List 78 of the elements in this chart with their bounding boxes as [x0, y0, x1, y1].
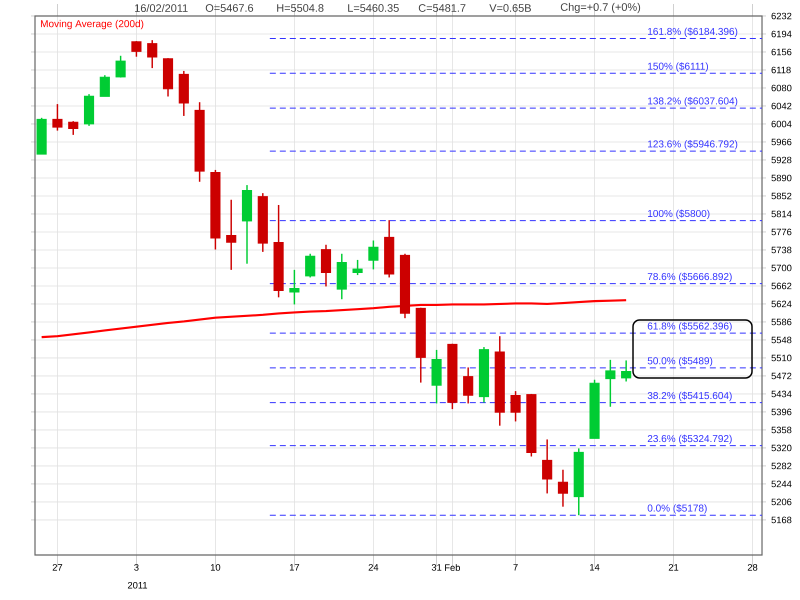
y-tick-label: 6232	[772, 12, 792, 20]
x-tick-label: 14	[590, 564, 600, 570]
ref-line-label: 123.6% ($5946.792)	[648, 140, 738, 150]
y-tick-label: 5662	[771, 282, 792, 290]
text: 2011	[128, 582, 148, 589]
candlestick	[116, 55, 126, 78]
ref-line-label: 61.8% ($5562.396)	[648, 322, 732, 332]
y-tick-label: 5890	[771, 174, 792, 182]
ref-line-label: 100% ($5800)	[648, 210, 710, 220]
y-tick-label: 5244	[771, 480, 792, 488]
text: C=5481.7	[418, 4, 466, 12]
y-tick-label: 6156	[772, 48, 792, 56]
x-tick-label: 10	[210, 564, 220, 571]
text: Chg=+0.7 (+0%)	[560, 2, 640, 14]
x-tick-label: 27	[52, 564, 62, 571]
ref-line-label: 78.6% ($5666.892)	[648, 272, 732, 282]
y-tick-label: 5510	[771, 354, 792, 362]
y-tick-label: 5624	[771, 300, 792, 308]
ref-line-label: 23.6% ($5324.792)	[648, 434, 732, 444]
ref-line-label: 150% ($6111)	[648, 62, 708, 72]
text: L=5460.35	[348, 4, 399, 12]
x-tick-label: 7	[513, 564, 518, 570]
candlestick	[558, 469, 568, 508]
x-tick-label: 3	[134, 564, 139, 571]
candlestick	[542, 438, 552, 494]
candlestick	[605, 359, 616, 408]
x-tick-label: 24	[368, 564, 378, 571]
candlestick	[352, 259, 363, 276]
x-tick-label: 28	[748, 564, 758, 571]
y-tick-label: 5358	[771, 426, 792, 434]
x-tick-label: Feb	[445, 564, 460, 571]
y-tick-label: 5396	[771, 408, 792, 416]
candlestick	[368, 240, 378, 270]
candlestick	[147, 39, 158, 69]
y-tick-label: 5282	[771, 462, 792, 470]
y-tick-label: 5434	[771, 390, 792, 398]
y-tick-label: 5700	[771, 264, 792, 272]
y-tick-label: 5206	[771, 498, 792, 506]
candlestick	[621, 360, 632, 382]
ref-line-label: 38.2% ($5415.604)	[648, 392, 732, 402]
y-tick-label: 5814	[771, 210, 792, 218]
y-tick-label: 5928	[771, 156, 792, 164]
y-tick-label: 5548	[771, 336, 792, 344]
ref-line-label: 50.0% ($5489)	[648, 356, 712, 366]
text: O=5467.6	[206, 4, 254, 12]
y-tick-label: 6194	[772, 30, 792, 38]
candlestick	[68, 120, 78, 136]
x-tick-label: 17	[290, 564, 300, 570]
text: H=5504.8	[277, 4, 324, 12]
y-tick-label: 5586	[771, 318, 792, 326]
y-tick-label: 6118	[772, 66, 791, 74]
candlestick	[305, 253, 316, 278]
candlestick	[463, 366, 474, 404]
y-tick-label: 5738	[771, 246, 792, 254]
ref-line-label: 138.2% ($6037.604)	[648, 96, 738, 106]
x-tick-label: 31	[432, 564, 442, 571]
x-tick-label: 21	[668, 564, 678, 571]
y-tick-label: 6042	[772, 102, 792, 110]
candlestick	[100, 74, 110, 98]
y-tick-label: 6004	[772, 120, 792, 128]
text: Moving Average (200d)	[40, 20, 144, 30]
y-tick-label: 5320	[771, 444, 792, 452]
text: V=0.65B	[489, 4, 531, 12]
candlestick	[226, 199, 236, 271]
candlestick	[52, 103, 63, 132]
candlestick	[289, 269, 300, 306]
y-tick-label: 5472	[771, 372, 792, 380]
text: 16/02/2011	[135, 4, 188, 12]
y-tick-label: 5966	[771, 138, 792, 146]
y-tick-label: 5852	[771, 192, 792, 200]
candlestick	[131, 40, 142, 58]
y-tick-label: 5168	[771, 516, 792, 524]
candlestick	[320, 244, 332, 288]
candlestick	[510, 390, 521, 422]
y-tick-label: 5776	[771, 228, 792, 236]
y-tick-label: 6080	[772, 84, 792, 92]
ref-line-label: 0.0% ($5178)	[648, 504, 707, 514]
ref-line-label: 161.8% ($6184.396)	[648, 27, 738, 37]
